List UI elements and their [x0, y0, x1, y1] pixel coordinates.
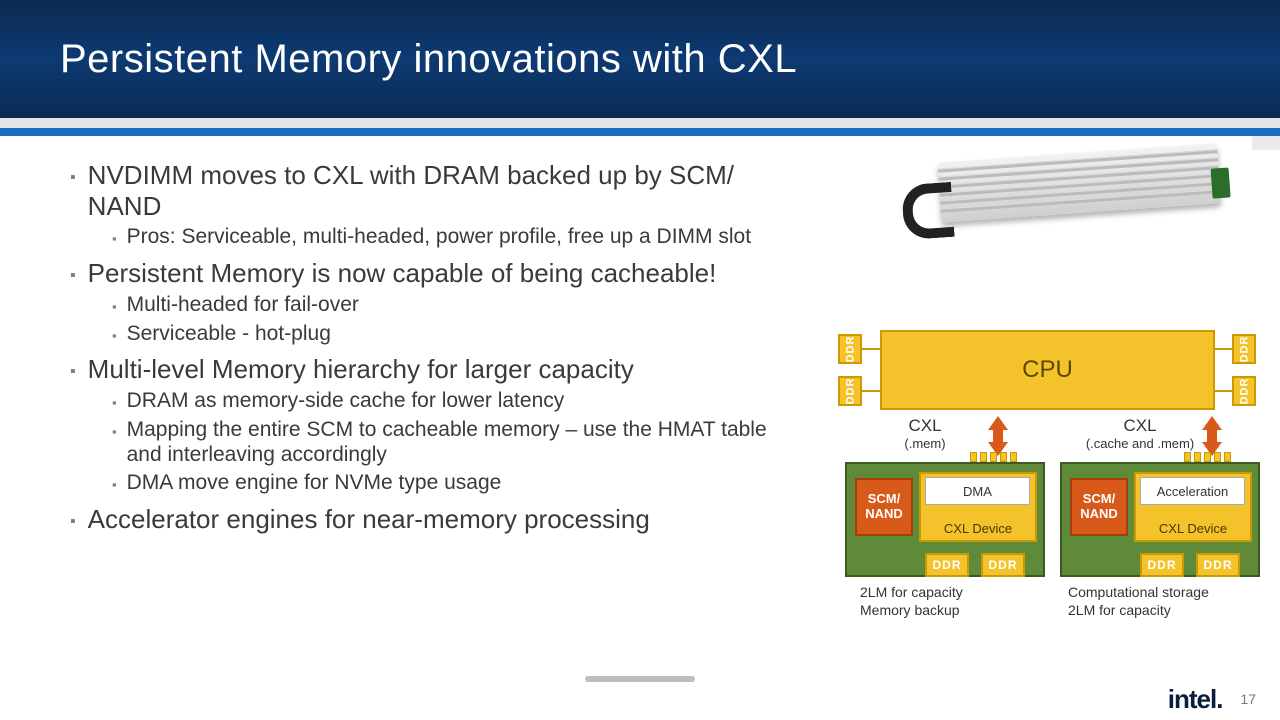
bullet-subitem: ▪Mapping the entire SCM to cacheable mem… — [112, 418, 780, 468]
bullet-subitem: ▪Multi-headed for fail-over — [112, 293, 780, 318]
cxl-label-right: CXL (.cache and .mem) — [1080, 416, 1200, 451]
cxl-label-left: CXL (.mem) — [865, 416, 985, 451]
card-caption-left: 2LM for capacity Memory backup — [860, 584, 963, 619]
scroll-indicator — [585, 676, 695, 682]
connector-pins — [970, 452, 1017, 462]
bullet-item: ▪Accelerator engines for near-memory pro… — [70, 504, 780, 535]
ddr-slot: DDR — [1232, 376, 1256, 406]
bidir-arrow-icon — [986, 416, 1010, 456]
card-ddr: DDR — [1196, 553, 1240, 577]
scm-nand-block: SCM/ NAND — [1070, 478, 1128, 536]
slide-header: Persistent Memory innovations with CXL — [0, 0, 1280, 118]
bullet-subitem: ▪Pros: Serviceable, multi-headed, power … — [112, 225, 780, 250]
ssd-edge-connector — [1211, 167, 1231, 198]
slide-title: Persistent Memory innovations with CXL — [60, 37, 797, 82]
bidir-arrow-icon — [1200, 416, 1224, 456]
ddr-slot: DDR — [838, 334, 862, 364]
card-ddr: DDR — [925, 553, 969, 577]
bullet-item: ▪Persistent Memory is now capable of bei… — [70, 258, 780, 289]
bullet-text: Serviceable - hot-plug — [127, 322, 331, 347]
bullet-subitem: ▪DMA move engine for NVMe type usage — [112, 471, 780, 496]
slide-footer: intel. 17 — [1168, 678, 1280, 720]
intel-logo: intel. — [1168, 684, 1223, 715]
bullet-text: DRAM as memory-side cache for lower late… — [127, 389, 565, 414]
bullet-text: Pros: Serviceable, multi-headed, power p… — [127, 225, 751, 250]
bullet-text: DMA move engine for NVMe type usage — [127, 471, 502, 496]
scm-nand-block: SCM/ NAND — [855, 478, 913, 536]
acceleration-block: Acceleration — [1140, 477, 1245, 505]
content-area: ▪NVDIMM moves to CXL with DRAM backed up… — [0, 150, 1280, 720]
ssd-heatsink — [937, 143, 1221, 222]
bullet-text: NVDIMM moves to CXL with DRAM backed up … — [88, 160, 780, 221]
ddr-slot: DDR — [838, 376, 862, 406]
bullet-item: ▪Multi-level Memory hierarchy for larger… — [70, 354, 780, 385]
ddr-slot: DDR — [1232, 334, 1256, 364]
card-ddr: DDR — [1140, 553, 1184, 577]
bullet-subitem: ▪DRAM as memory-side cache for lower lat… — [112, 389, 780, 414]
bullet-text: Mapping the entire SCM to cacheable memo… — [127, 418, 780, 468]
page-number: 17 — [1240, 691, 1256, 707]
cpu-label: CPU — [1022, 356, 1073, 384]
header-gap — [0, 118, 1280, 128]
cxl-device-card: SCM/ NAND CXL Device DMA DDR DDR — [845, 462, 1045, 577]
bullet-text: Multi-headed for fail-over — [127, 293, 359, 318]
bullet-column: ▪NVDIMM moves to CXL with DRAM backed up… — [0, 150, 790, 720]
cpu-block: CPU — [880, 330, 1215, 410]
architecture-diagram: CPU DDR DDR DDR DDR CXL (.mem) CXL (.cac… — [800, 330, 1270, 650]
bullet-text: Multi-level Memory hierarchy for larger … — [88, 354, 634, 385]
ssd-clip — [901, 182, 955, 240]
ssd-photo — [867, 133, 1233, 258]
bullet-text: Persistent Memory is now capable of bein… — [88, 258, 717, 289]
card-caption-right: Computational storage 2LM for capacity — [1068, 584, 1209, 619]
cxl-device-card: SCM/ NAND CXL Device Acceleration DDR DD… — [1060, 462, 1260, 577]
bullet-subitem: ▪Serviceable - hot-plug — [112, 322, 780, 347]
accent-bar — [0, 128, 1280, 136]
graphics-column: CPU DDR DDR DDR DDR CXL (.mem) CXL (.cac… — [790, 150, 1280, 720]
bullet-item: ▪NVDIMM moves to CXL with DRAM backed up… — [70, 160, 780, 221]
bullet-text: Accelerator engines for near-memory proc… — [88, 504, 650, 535]
slide: Persistent Memory innovations with CXL ▪… — [0, 0, 1280, 720]
card-ddr: DDR — [981, 553, 1025, 577]
connector-pins — [1184, 452, 1231, 462]
dma-block: DMA — [925, 477, 1030, 505]
